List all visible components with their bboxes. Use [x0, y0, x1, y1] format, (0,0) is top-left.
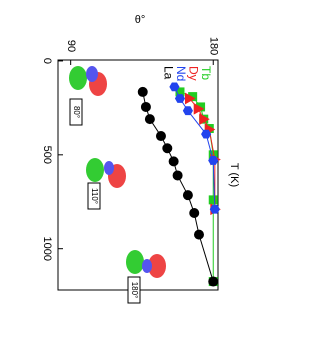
- legend-label: Dy: [186, 66, 200, 81]
- point: [144, 114, 155, 125]
- point: [162, 143, 173, 154]
- legend-label: La: [161, 66, 175, 80]
- point: [208, 156, 219, 165]
- y-tick-label: 90: [65, 40, 77, 52]
- x-tick-label: 0: [41, 58, 53, 64]
- point: [208, 195, 218, 205]
- point: [209, 204, 220, 214]
- point: [155, 131, 166, 142]
- legend-label: Tb: [199, 66, 213, 80]
- annotation-box: [87, 182, 101, 210]
- y-tick-label: 180: [207, 37, 219, 55]
- insets: [69, 66, 166, 278]
- point: [172, 170, 183, 181]
- point: [137, 86, 148, 97]
- x-axis-label: T (K): [228, 163, 240, 187]
- molecule-180: [126, 250, 166, 278]
- molecule-80: [69, 66, 107, 96]
- annotation: 80°: [72, 106, 81, 118]
- point: [184, 92, 196, 105]
- point: [208, 276, 219, 287]
- point: [193, 102, 205, 115]
- annotation: 110°: [90, 188, 99, 204]
- x-tick-label: 1000: [41, 236, 53, 260]
- point: [168, 156, 179, 167]
- point: [140, 101, 151, 112]
- annotation-box: [69, 98, 83, 126]
- point: [182, 106, 193, 116]
- point: [182, 190, 193, 201]
- point: [189, 208, 200, 219]
- point: [201, 129, 212, 139]
- series-line: [179, 91, 214, 282]
- point: [193, 229, 204, 240]
- point: [199, 113, 210, 125]
- x-tick-label: 500: [41, 146, 53, 164]
- legend-label: Nd: [174, 66, 188, 81]
- point: [169, 82, 180, 92]
- annotation: 180°: [130, 282, 139, 299]
- axis-title: θ°: [135, 14, 146, 26]
- annotation-box: [127, 276, 141, 304]
- point: [174, 94, 186, 103]
- molecule-110: [86, 158, 126, 188]
